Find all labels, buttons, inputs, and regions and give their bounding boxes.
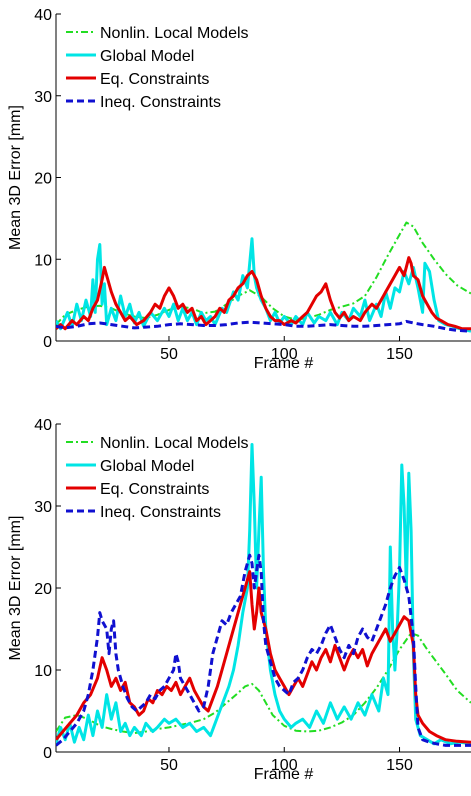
chart-top-panel: 0 10 20 30 40 50 100 150 Frame # Mean 3D Error [m…	[7, 7, 471, 372]
y-tick-label: 30	[34, 499, 52, 516]
x-tick-label: 50	[160, 346, 178, 363]
y-tick-label: 20	[34, 581, 52, 598]
x-tick-label: 150	[386, 346, 413, 363]
legend-label: Global Model	[100, 458, 194, 475]
legend-label: Ineq. Constraints	[100, 94, 221, 111]
legend-label: Eq. Constraints	[100, 71, 209, 88]
y-tick-label: 40	[34, 417, 52, 434]
x-axis-label: Frame #	[254, 766, 314, 783]
y-tick-label: 20	[34, 171, 52, 188]
legend-label: Nonlin. Local Models	[100, 435, 249, 452]
x-axis-label: Frame #	[254, 355, 314, 372]
y-tick-label: 30	[34, 89, 52, 106]
legend-label: Global Model	[100, 48, 194, 65]
x-tick-label: 100	[271, 346, 298, 363]
y-tick-label: 10	[34, 252, 52, 269]
legend-label: Ineq. Constraints	[100, 504, 221, 521]
x-tick-label: 150	[386, 757, 413, 774]
series-line-nonlin-local-models	[56, 632, 471, 735]
series-line-global-model	[56, 237, 471, 333]
legend-label: Nonlin. Local Models	[100, 25, 249, 42]
y-axis-label: Mean 3D Error [mm]	[7, 105, 24, 250]
series-line-ineq-constraints	[56, 319, 471, 333]
legend-label: Eq. Constraints	[100, 481, 209, 498]
series-line-eq-constraints	[56, 256, 471, 331]
x-tick-label: 100	[271, 757, 298, 774]
x-tick-label: 50	[160, 757, 178, 774]
series-line-ineq-constraints	[56, 553, 471, 747]
y-tick-label: 40	[34, 7, 52, 24]
y-axis-label: Mean 3D Error [mm]	[7, 516, 24, 661]
y-tick-label: 0	[43, 745, 52, 762]
y-tick-label: 0	[43, 334, 52, 351]
y-tick-label: 10	[34, 663, 52, 680]
chart-bottom-panel: 0 10 20 30 40 50 100 150 Frame # Mean 3D Error [m…	[7, 417, 471, 783]
